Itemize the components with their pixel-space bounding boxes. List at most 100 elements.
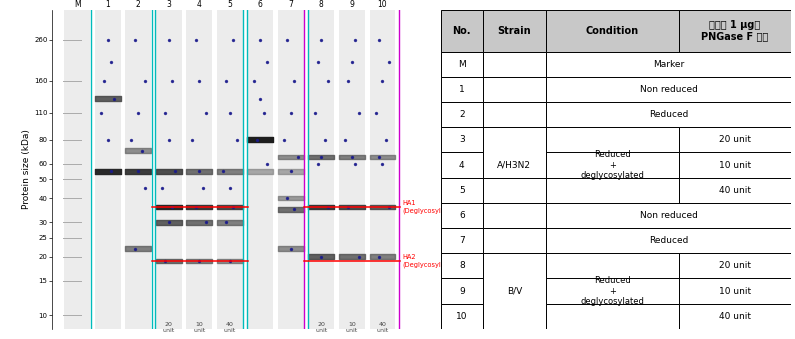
Text: 3: 3 [459,135,465,144]
Bar [546,102,791,127]
Text: Condition: Condition [586,26,639,36]
Bar [546,178,679,203]
Bar [440,153,483,178]
Bar [483,10,546,52]
Text: 3: 3 [166,0,171,9]
Bar [304,7,399,332]
Bar [186,10,212,329]
Text: Strain: Strain [498,26,531,36]
Bar [95,10,121,329]
Text: 40 unit: 40 unit [719,186,751,195]
Text: 2: 2 [459,110,464,119]
Bar [308,10,334,329]
Text: Reduced: Reduced [649,236,688,245]
Bar [440,127,483,153]
Bar [679,278,791,304]
Bar [679,127,791,153]
Text: 10: 10 [378,0,387,9]
Bar [546,10,679,52]
Bar [546,278,679,304]
Text: 4: 4 [459,160,464,170]
Text: M: M [74,0,80,9]
Text: 단백질 1 μg당
PNGase F 농도: 단백질 1 μg당 PNGase F 농도 [701,20,769,41]
Text: 1: 1 [105,0,110,9]
Bar [483,102,546,127]
Bar [483,178,546,203]
Bar [64,10,90,329]
Text: 10
unit: 10 unit [346,322,358,333]
Bar [546,304,679,329]
Bar [339,10,365,329]
Bar [247,10,273,329]
Text: Marker: Marker [653,60,684,69]
Text: 5: 5 [459,186,465,195]
Bar [243,7,308,332]
Bar [370,10,395,329]
Bar [440,304,483,329]
Text: 10: 10 [456,312,467,321]
Bar [679,178,791,203]
Text: 40
unit: 40 unit [223,322,236,333]
Text: 20 unit: 20 unit [719,135,751,144]
Text: HA1
(Deglycosylated): HA1 (Deglycosylated) [402,200,459,214]
Text: Non reduced: Non reduced [639,211,697,220]
Bar [126,10,151,329]
Bar [546,153,679,178]
Text: 7: 7 [459,236,465,245]
Bar [440,228,483,253]
Text: 20 unit: 20 unit [719,261,751,270]
Bar [483,203,546,228]
Text: 9: 9 [459,286,465,296]
Text: B/V: B/V [506,286,522,296]
Bar [91,7,155,332]
Bar [546,228,791,253]
Bar [440,253,483,278]
Bar [440,77,483,102]
Bar [440,203,483,228]
Text: 10 unit: 10 unit [719,160,751,170]
Text: 1: 1 [459,85,465,94]
Bar [546,253,679,329]
Text: 20
unit: 20 unit [316,322,328,333]
Text: 2: 2 [136,0,141,9]
Text: 40
unit: 40 unit [376,322,389,333]
Bar [440,102,483,127]
Bar [278,10,304,329]
Bar [546,77,791,102]
Bar [440,10,483,52]
Bar [483,228,546,253]
Text: Reduced
+
deglycosylated: Reduced + deglycosylated [580,277,645,305]
Text: 6: 6 [459,211,465,220]
Text: Reduced
+
deglycosylated: Reduced + deglycosylated [580,151,645,180]
Y-axis label: Protein size (kDa): Protein size (kDa) [22,129,31,210]
Bar [440,52,483,77]
Bar [483,77,546,102]
Text: 8: 8 [319,0,324,9]
Text: 9: 9 [350,0,355,9]
Bar [546,203,791,228]
Text: 5: 5 [227,0,232,9]
Bar [546,52,791,77]
Text: HA2
(Deglycosylated): HA2 (Deglycosylated) [402,254,459,268]
Text: 40 unit: 40 unit [719,312,751,321]
Bar [679,304,791,329]
Bar [679,153,791,178]
Bar [483,52,546,77]
Bar [440,278,483,304]
Bar [546,127,679,203]
Text: 10 unit: 10 unit [719,286,751,296]
Bar [483,253,546,329]
Bar [679,253,791,278]
Text: M: M [458,60,466,69]
Bar [152,7,246,332]
Text: 8: 8 [459,261,465,270]
Text: 4: 4 [197,0,202,9]
Text: Reduced: Reduced [649,110,688,119]
Text: A/H3N2: A/H3N2 [498,160,531,170]
Text: No.: No. [452,26,471,36]
Bar [217,10,242,329]
Bar [679,10,791,52]
Text: 20
unit: 20 unit [163,322,175,333]
Text: 7: 7 [289,0,293,9]
Bar [156,10,181,329]
